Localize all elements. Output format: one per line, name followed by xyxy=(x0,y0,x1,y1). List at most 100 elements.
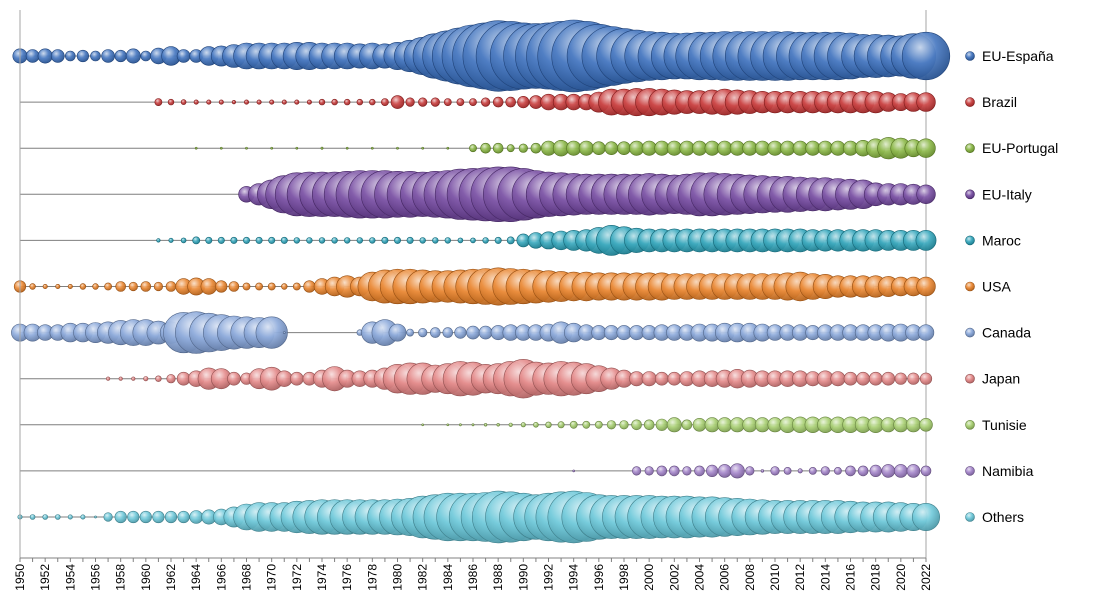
bubble-point xyxy=(55,283,61,289)
bubble-point xyxy=(189,510,203,524)
bubble-point xyxy=(631,466,642,476)
bubble-point xyxy=(919,417,933,432)
bubble-point xyxy=(566,140,582,156)
x-tick-label: 1974 xyxy=(315,564,329,591)
legend-label: Others xyxy=(982,509,1024,525)
bubble-point xyxy=(131,376,136,381)
bubble-point xyxy=(629,371,645,387)
bubble-point xyxy=(152,510,165,524)
bubble-point xyxy=(682,466,692,476)
bubble-point xyxy=(656,465,668,477)
bubble-point xyxy=(92,283,99,290)
series-row-9 xyxy=(20,416,933,433)
bubble-point xyxy=(572,469,576,473)
series-row-11 xyxy=(17,490,940,544)
x-tick-label: 2014 xyxy=(818,564,832,591)
x-tick-label: 1990 xyxy=(516,564,530,591)
bubble-point xyxy=(292,282,301,291)
bubble-point xyxy=(217,236,225,244)
bubble-point xyxy=(80,514,86,520)
bubble-point xyxy=(631,419,642,431)
bubble-point xyxy=(856,371,870,386)
bubble-point xyxy=(344,98,351,106)
bubble-point xyxy=(281,283,288,290)
bubble-point xyxy=(356,98,363,106)
bubble-point xyxy=(282,331,286,334)
x-tick-label: 1962 xyxy=(164,564,178,591)
bubble-point xyxy=(694,465,705,477)
bubble-point xyxy=(421,146,425,150)
bubble-point xyxy=(220,146,223,150)
bubble-point xyxy=(430,97,440,107)
bubble-point xyxy=(481,97,491,107)
bubble-point xyxy=(907,372,920,385)
bubble-point xyxy=(421,423,425,427)
bubble-point xyxy=(269,99,275,105)
bubble-point xyxy=(381,236,389,244)
x-tick-label: 1970 xyxy=(265,564,279,591)
bubble-point xyxy=(717,417,733,433)
bubble-point xyxy=(442,327,454,338)
bubble-point xyxy=(820,466,830,476)
bubble-point xyxy=(704,140,720,156)
bubble-point xyxy=(103,512,113,522)
bubble-point xyxy=(165,281,177,292)
bubble-point xyxy=(76,49,89,63)
bubble-point xyxy=(200,278,218,295)
series-row-6 xyxy=(13,267,936,306)
bubble-point xyxy=(492,96,504,108)
bubble-point xyxy=(591,141,606,155)
bubble-point xyxy=(754,140,770,156)
bubble-point xyxy=(155,375,162,382)
x-tick-label: 2010 xyxy=(768,564,782,591)
bubble-point xyxy=(289,371,304,386)
bubble-point xyxy=(306,99,312,105)
x-tick-label: 1988 xyxy=(491,564,505,591)
x-tick-label: 1986 xyxy=(466,564,480,591)
bubble-point xyxy=(267,282,276,291)
bubble-point xyxy=(469,98,477,106)
bubble-point xyxy=(227,371,241,386)
x-tick-label: 1968 xyxy=(240,564,254,591)
bubble-point xyxy=(344,237,351,244)
bubble-point xyxy=(667,371,682,386)
bubble-point xyxy=(42,514,49,520)
legend-item: Others xyxy=(965,509,1024,525)
bubble-point xyxy=(471,423,475,427)
bubble-point xyxy=(125,48,141,64)
bubble-point xyxy=(143,376,149,382)
bubble-point xyxy=(29,514,36,520)
legend-label: EU-Portugal xyxy=(982,140,1058,156)
legend-item: Brazil xyxy=(965,94,1017,110)
legend-item: Namibia xyxy=(965,463,1034,479)
bubble-point xyxy=(767,140,783,156)
bubble-point xyxy=(830,140,846,156)
legend-marker xyxy=(965,512,975,522)
x-tick-label: 1958 xyxy=(114,564,128,591)
series-row-5 xyxy=(20,224,937,256)
legend-marker xyxy=(965,189,975,200)
bubble-point xyxy=(331,237,338,244)
bubble-point xyxy=(470,237,476,244)
legend-item: Maroc xyxy=(965,232,1021,248)
bubble-point xyxy=(808,466,817,475)
x-tick-label: 2000 xyxy=(642,564,656,591)
bubble-point xyxy=(256,99,262,105)
bubble-point xyxy=(215,280,228,293)
legend-label: Maroc xyxy=(982,232,1021,248)
bubble-point xyxy=(617,141,631,155)
bubble-point xyxy=(245,146,248,150)
bubble-point xyxy=(506,144,515,153)
bubble-point xyxy=(518,143,528,153)
bubble-point xyxy=(704,417,720,433)
bubble-point xyxy=(270,146,274,150)
legend-marker xyxy=(965,97,975,107)
bubble-point xyxy=(231,99,236,105)
legend-item: Japan xyxy=(965,371,1020,387)
bubble-point xyxy=(177,510,190,524)
bubble-point xyxy=(729,463,745,479)
bubble-point xyxy=(331,98,338,106)
x-tick-label: 1952 xyxy=(38,564,52,591)
